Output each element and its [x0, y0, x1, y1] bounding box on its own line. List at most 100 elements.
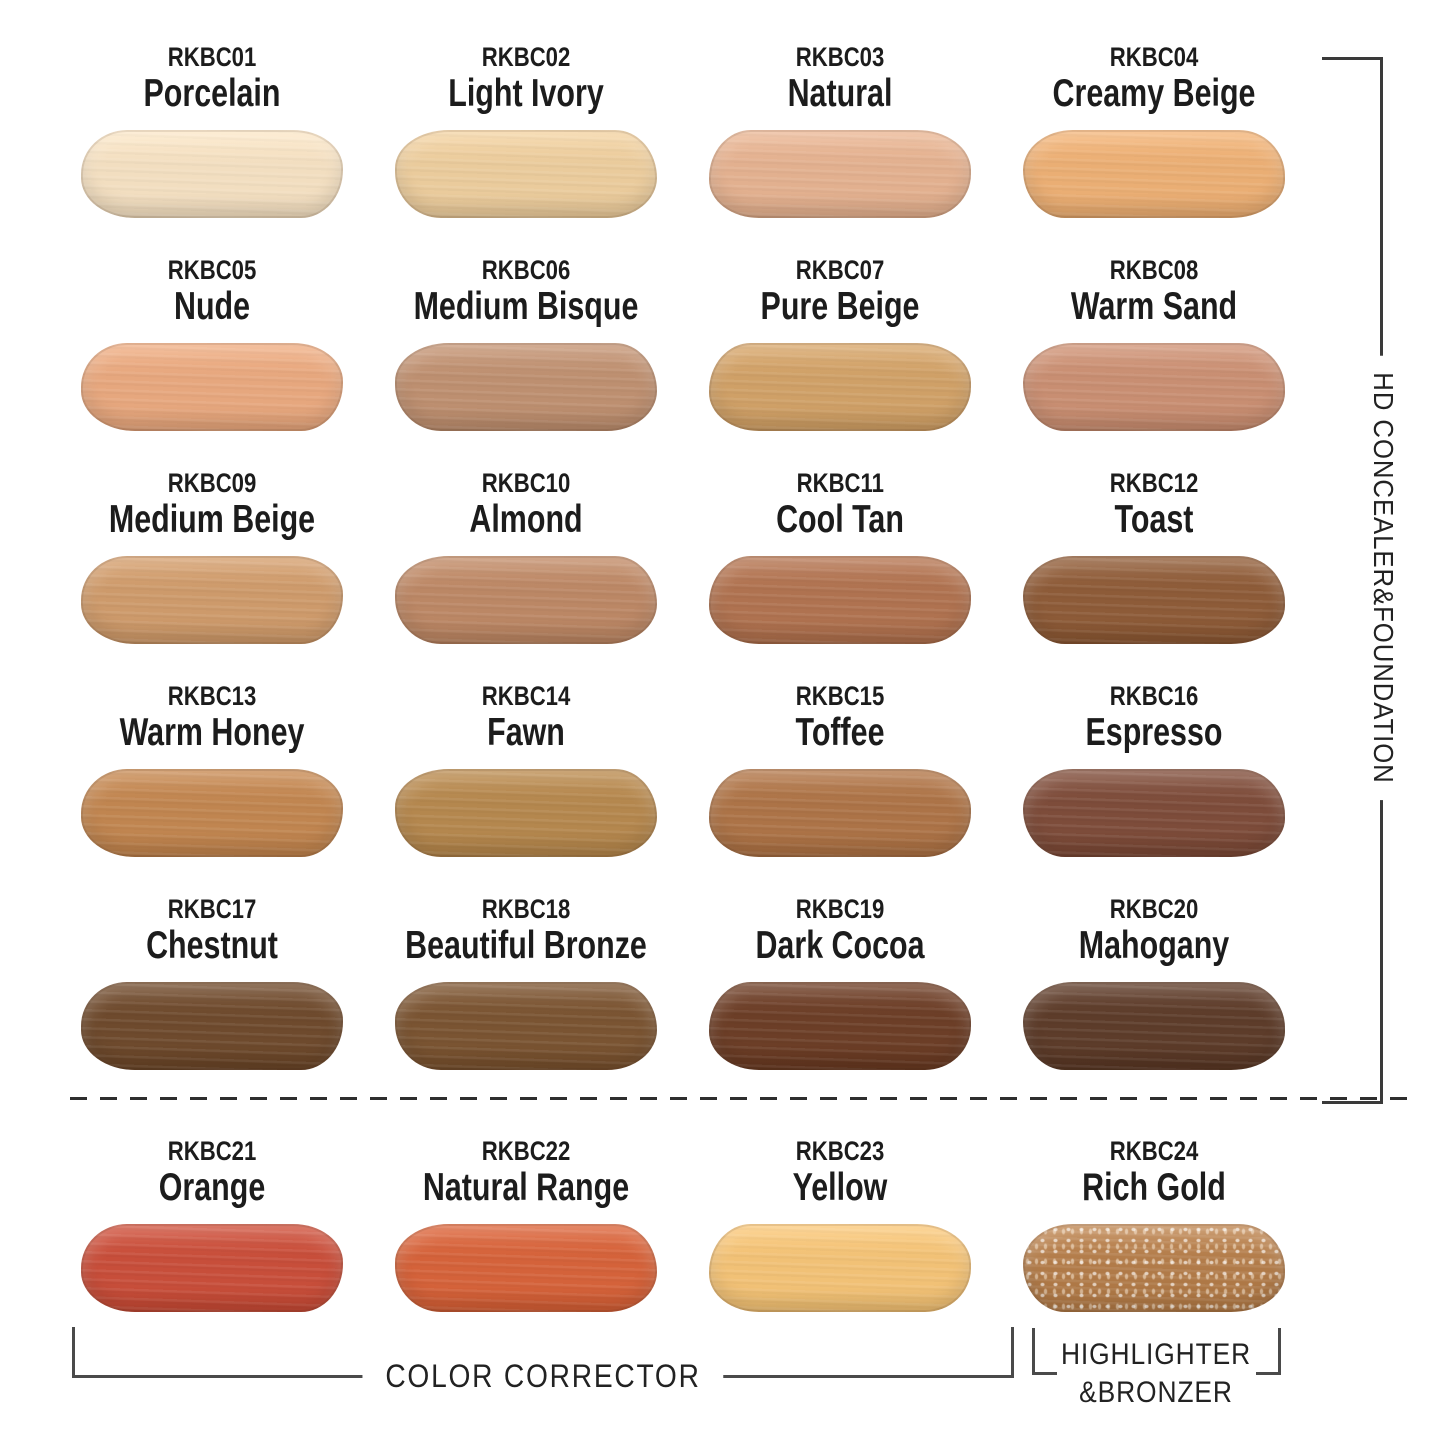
shade-grid-bottom: RKBC21 Orange RKBC22 Natural Range RKBC2…: [55, 1136, 1311, 1336]
shade-name: Beautiful Bronze: [405, 924, 647, 968]
shade-name: Warm Honey: [119, 711, 305, 755]
shade-name: Dark Cocoa: [755, 924, 925, 968]
shade-name: Warm Sand: [1070, 285, 1238, 329]
highlighter-bronzer-label-line1: HIGHLIGHTER: [1060, 1338, 1252, 1371]
shade-swatch: [395, 981, 657, 1070]
shade-code: RKBC22: [481, 1136, 571, 1166]
shade-code: RKBC18: [481, 894, 571, 924]
shade-name: Almond: [469, 498, 583, 542]
shade-name: Medium Beige: [108, 498, 316, 542]
shade-name: Creamy Beige: [1052, 72, 1256, 116]
shade-swatch: [1023, 342, 1285, 431]
shade-name: Natural: [787, 72, 893, 116]
shade-swatch: [1023, 555, 1285, 644]
shade-grid-main: RKBC01 Porcelain RKBC02 Light Ivory RKBC…: [55, 42, 1311, 1107]
shade-rkbc02: RKBC02 Light Ivory: [369, 42, 683, 255]
shade-code: RKBC11: [796, 468, 884, 498]
highlighter-bronzer-bracket-right: [1256, 1328, 1281, 1375]
shade-rkbc01: RKBC01 Porcelain: [55, 42, 369, 255]
color-corrector-bracket: COLOR CORRECTOR: [72, 1327, 1014, 1395]
highlighter-bronzer-label-line2: &BRONZER: [1079, 1376, 1233, 1409]
shade-rkbc05: RKBC05 Nude: [55, 255, 369, 468]
shade-rkbc12: RKBC12 Toast: [997, 468, 1311, 681]
highlighter-bronzer-label: HIGHLIGHTER &BRONZER: [1054, 1336, 1258, 1412]
shade-code: RKBC20: [1109, 894, 1199, 924]
shade-name: Rich Gold: [1082, 1166, 1226, 1210]
shade-code: RKBC02: [481, 42, 571, 72]
shade-rkbc10: RKBC10 Almond: [369, 468, 683, 681]
shade-rkbc22: RKBC22 Natural Range: [369, 1136, 683, 1336]
shade-name: Nude: [173, 285, 251, 329]
shade-swatch: [395, 768, 657, 857]
shade-rkbc09: RKBC09 Medium Beige: [55, 468, 369, 681]
shade-name: Chestnut: [146, 924, 278, 968]
shade-swatch: [395, 129, 657, 218]
shade-name: Cool Tan: [776, 498, 904, 542]
shade-name: Toffee: [795, 711, 885, 755]
shade-code: RKBC01: [167, 42, 257, 72]
shade-code: RKBC07: [795, 255, 885, 285]
shade-name: Fawn: [487, 711, 565, 755]
shade-swatch: [709, 1223, 971, 1312]
shade-swatch: [709, 129, 971, 218]
shade-rkbc24: RKBC24 Rich Gold: [997, 1136, 1311, 1336]
shade-name: Porcelain: [143, 72, 281, 116]
shade-swatch: [81, 555, 343, 644]
shade-rkbc19: RKBC19 Dark Cocoa: [683, 894, 997, 1107]
shade-rkbc20: RKBC20 Mahogany: [997, 894, 1311, 1107]
shade-code: RKBC08: [1109, 255, 1199, 285]
color-corrector-label: COLOR CORRECTOR: [362, 1358, 724, 1395]
shade-code: RKBC23: [795, 1136, 885, 1166]
shade-code: RKBC17: [167, 894, 257, 924]
shade-name: Pure Beige: [760, 285, 920, 329]
shade-swatch: [81, 342, 343, 431]
shade-rkbc07: RKBC07 Pure Beige: [683, 255, 997, 468]
shade-code: RKBC10: [481, 468, 571, 498]
shade-name: Espresso: [1085, 711, 1223, 755]
shade-swatch: [1023, 1223, 1285, 1312]
shade-swatch: [81, 129, 343, 218]
shade-rkbc23: RKBC23 Yellow: [683, 1136, 997, 1336]
shade-swatch: [1023, 129, 1285, 218]
shade-name: Toast: [1114, 498, 1194, 542]
shade-swatch: [1023, 768, 1285, 857]
shade-code: RKBC09: [167, 468, 257, 498]
shade-rkbc14: RKBC14 Fawn: [369, 681, 683, 894]
shade-code: RKBC16: [1109, 681, 1199, 711]
shade-code: RKBC19: [795, 894, 885, 924]
shade-swatch: [81, 768, 343, 857]
shade-swatch: [81, 1223, 343, 1312]
shade-swatch: [1023, 981, 1285, 1070]
shade-swatch: [709, 981, 971, 1070]
shade-rkbc17: RKBC17 Chestnut: [55, 894, 369, 1107]
shade-swatch: [81, 981, 343, 1070]
shade-rkbc13: RKBC13 Warm Honey: [55, 681, 369, 894]
shade-name: Light Ivory: [448, 72, 604, 116]
shade-name: Orange: [158, 1166, 266, 1210]
hd-concealer-foundation-label: HD CONCEALER&FOUNDATION: [1367, 355, 1399, 801]
shade-swatch: [395, 1223, 657, 1312]
dashed-divider: [70, 1097, 1408, 1100]
shade-rkbc15: RKBC15 Toffee: [683, 681, 997, 894]
shade-code: RKBC12: [1109, 468, 1199, 498]
shade-code: RKBC04: [1109, 42, 1199, 72]
shade-code: RKBC21: [167, 1136, 257, 1166]
shade-swatch: [709, 342, 971, 431]
shade-code: RKBC24: [1109, 1136, 1199, 1166]
shade-code: RKBC06: [481, 255, 571, 285]
shade-rkbc08: RKBC08 Warm Sand: [997, 255, 1311, 468]
shade-swatch: [709, 768, 971, 857]
shade-rkbc16: RKBC16 Espresso: [997, 681, 1311, 894]
highlighter-bronzer-bracket-left: [1032, 1328, 1057, 1375]
shade-rkbc11: RKBC11 Cool Tan: [683, 468, 997, 681]
shade-name: Medium Bisque: [413, 285, 639, 329]
shade-rkbc21: RKBC21 Orange: [55, 1136, 369, 1336]
shade-code: RKBC05: [167, 255, 257, 285]
shade-name: Yellow: [792, 1166, 888, 1210]
shade-swatch: [709, 555, 971, 644]
shade-code: RKBC14: [481, 681, 571, 711]
shade-rkbc18: RKBC18 Beautiful Bronze: [369, 894, 683, 1107]
shade-swatch: [395, 342, 657, 431]
shade-rkbc03: RKBC03 Natural: [683, 42, 997, 255]
shade-swatch: [395, 555, 657, 644]
